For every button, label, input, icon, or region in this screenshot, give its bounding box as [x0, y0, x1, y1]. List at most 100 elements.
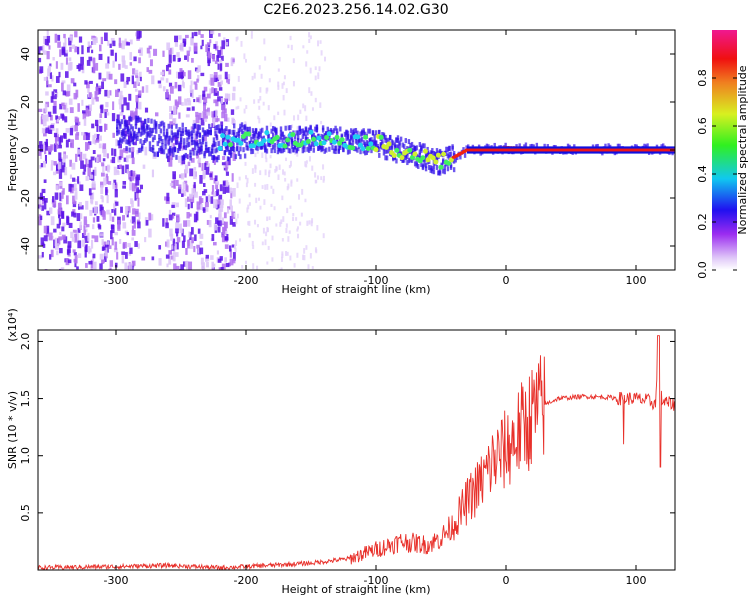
- snr-x-axis-label: Height of straight line (km): [281, 583, 430, 596]
- spectrogram-noise-mark: [171, 212, 176, 216]
- spectrogram-noise-mark: [212, 263, 216, 267]
- spectrogram-noise-mark: [191, 57, 194, 63]
- spectrogram-noise-mark: [93, 261, 97, 270]
- spectrogram-noise-mark: [124, 251, 128, 259]
- spectrogram-noise-mark: [209, 39, 212, 44]
- carrier-line: [467, 148, 675, 152]
- spectrogram-noise-mark: [119, 149, 124, 159]
- spectrogram-ridge-mark: [197, 124, 200, 130]
- spectrogram-noise-mark: [193, 166, 197, 171]
- spectrogram-noise-mark: [134, 69, 139, 76]
- spectrogram-ridge-mark: [158, 138, 161, 144]
- spectrogram-noise-mark: [46, 225, 50, 234]
- spectrogram-noise-mark: [73, 251, 77, 256]
- spectrogram-noise-mark: [254, 219, 257, 225]
- spectrogram-noise-mark: [230, 58, 234, 67]
- spectrogram-noise-mark: [287, 236, 290, 242]
- spectrogram-noise-mark: [214, 175, 218, 182]
- snr-panel: -300 -200 -100 0 100 0.51.01.52.0 Height of …: [6, 308, 676, 596]
- spectrogram-noise-mark: [211, 234, 215, 241]
- spectrogram-noise-mark: [231, 92, 236, 101]
- spectrogram-noise-mark: [260, 73, 263, 79]
- spectrogram-noise-mark: [182, 38, 187, 45]
- spectrogram-ridge-core: [420, 155, 426, 161]
- spectrogram-ridge-mark: [161, 138, 164, 144]
- spectrogram-noise-mark: [65, 139, 69, 148]
- spectrogram-ridge-mark: [242, 136, 245, 142]
- spectrogram-noise-mark: [262, 101, 265, 106]
- spectrogram-noise-mark: [126, 102, 130, 111]
- spectrogram-ridge-mark: [262, 142, 266, 148]
- spectrogram-ridge-mark: [259, 132, 262, 138]
- spectrogram-noise-mark: [136, 150, 140, 155]
- spectrogram-noise-mark: [195, 111, 199, 117]
- spectrogram-noise-mark: [64, 38, 67, 46]
- spectrogram-noise-mark: [323, 56, 326, 62]
- spectrogram-ridge-mark: [359, 138, 362, 144]
- spectrogram-ridge-mark: [159, 128, 163, 134]
- spectrogram-noise-mark: [166, 192, 170, 202]
- spectrogram-ridge-mark: [195, 131, 198, 137]
- spectrogram-noise-mark: [86, 132, 90, 141]
- spectrogram-ridge-mark: [518, 143, 521, 149]
- snr-y-tick-label: 1.5: [19, 390, 32, 408]
- spectrogram-noise-mark: [67, 259, 72, 264]
- spectrogram-noise-mark: [55, 133, 59, 142]
- spectrogram-ridge-mark: [150, 118, 153, 124]
- spectrogram-ridge-mark: [390, 143, 393, 149]
- spectrogram-ridge-mark: [162, 126, 166, 132]
- spectrogram-ridge-mark: [187, 132, 191, 138]
- spectrogram-ridge-mark: [421, 165, 425, 171]
- spectrogram-noise-mark: [108, 73, 113, 80]
- spectrogram-noise-mark: [211, 191, 214, 195]
- spectrogram-ridge-mark: [217, 128, 220, 134]
- spectrogram-noise-mark: [38, 214, 42, 218]
- spectrogram-ridge-mark: [395, 144, 398, 150]
- spectrogram-noise-mark: [183, 180, 188, 184]
- spectrogram-noise-mark: [71, 211, 75, 217]
- spectrogram-ridge-mark: [317, 145, 320, 151]
- spectrogram-noise-mark: [209, 173, 213, 178]
- spectrogram-noise-mark: [40, 215, 43, 221]
- spectrogram-ridge-mark: [407, 158, 411, 164]
- spectrogram-noise-mark: [99, 105, 102, 109]
- spectrogram-noise-mark: [220, 80, 223, 85]
- spectrogram-ridge-mark: [382, 150, 386, 156]
- spectrogram-noise-mark: [62, 222, 66, 227]
- spectrogram-noise-mark: [317, 40, 320, 47]
- spectrogram-ridge-mark: [209, 151, 212, 157]
- spectrogram-ridge-mark: [423, 161, 426, 167]
- spectrogram-noise-mark: [263, 199, 266, 205]
- spectrogram-ridge-mark: [396, 144, 400, 150]
- spectrogram-noise-mark: [215, 183, 219, 190]
- spectrogram-ridge-mark: [452, 167, 456, 173]
- spectrogram-ridge-mark: [398, 140, 401, 146]
- spectrogram-noise-mark: [168, 48, 172, 55]
- spectrogram-ridge-mark: [206, 131, 209, 137]
- spectrogram-noise-mark: [77, 253, 82, 259]
- spectrogram-ridge-mark: [356, 130, 359, 136]
- spectrogram-ridge-mark: [215, 125, 219, 131]
- spectrogram-noise-mark: [80, 205, 84, 210]
- spectrogram-noise-mark: [221, 104, 226, 114]
- spectrogram-noise-mark: [229, 248, 232, 258]
- spectrogram-noise-mark: [297, 114, 300, 121]
- colorbar-gradient: [712, 30, 737, 270]
- spectrogram-noise-mark: [119, 90, 123, 100]
- spectrogram-noise-mark: [179, 268, 182, 270]
- spectrogram-noise-mark: [315, 249, 318, 254]
- spectrogram-noise-mark: [125, 80, 129, 85]
- spectrogram-noise-mark: [282, 216, 285, 222]
- spectrogram-noise-mark: [57, 209, 61, 215]
- spectrogram-noise-mark: [169, 106, 173, 112]
- spectrogram-noise-mark: [56, 118, 59, 122]
- spectrogram-noise-mark: [60, 267, 65, 270]
- spectrogram-noise-mark: [304, 198, 307, 203]
- spectrogram-y-tick-label: 0: [19, 147, 32, 154]
- spectrogram-noise-mark: [275, 166, 278, 171]
- spectrogram-noise-mark: [99, 135, 102, 141]
- spectrogram-noise-mark: [49, 72, 53, 79]
- spectrogram-ridge-mark: [131, 139, 134, 145]
- spectrogram-noise-mark: [87, 167, 91, 177]
- spectrogram-ridge-mark: [268, 142, 272, 148]
